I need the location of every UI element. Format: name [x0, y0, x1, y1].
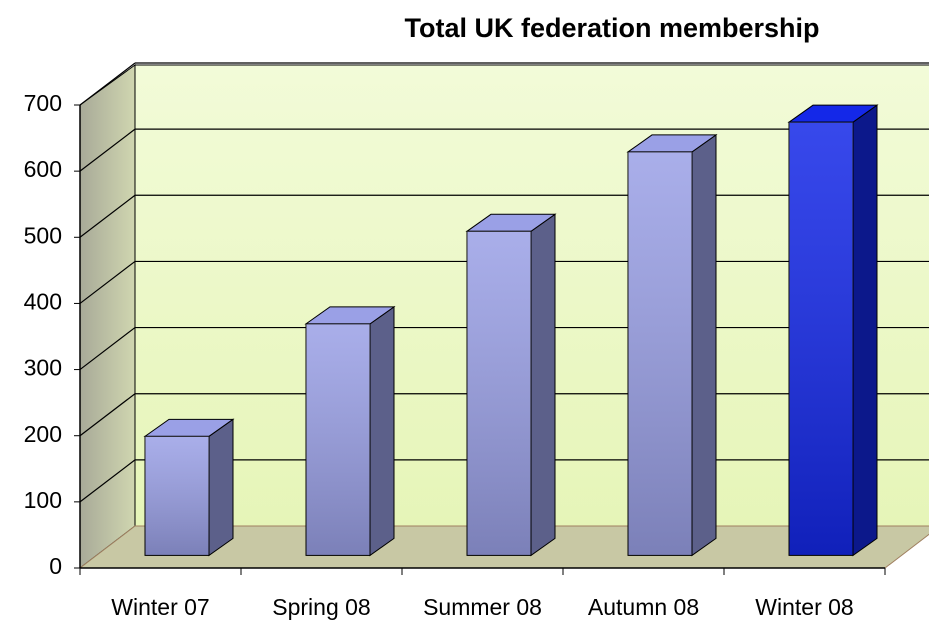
bar-shade — [306, 323, 370, 556]
x-tick-label: Winter 07 — [111, 594, 209, 620]
y-tick-label: 600 — [24, 156, 62, 182]
y-tick-label: 500 — [24, 222, 62, 248]
bar-side-shade — [531, 214, 555, 556]
chart-title: Total UK federation membership — [404, 13, 819, 43]
grid-line — [79, 260, 136, 304]
grid-line — [79, 393, 136, 437]
y-tick-label: 300 — [24, 355, 62, 381]
x-tick-label: Autumn 08 — [588, 594, 699, 620]
grid-line — [79, 459, 136, 503]
y-tick-label: 700 — [24, 90, 62, 116]
grid-line — [79, 327, 136, 371]
bar-shade — [628, 151, 692, 556]
x-tick-label: Summer 08 — [423, 594, 542, 620]
y-tick-label: 0 — [49, 553, 62, 579]
bar-side-shade — [370, 306, 394, 556]
bar-shade — [789, 122, 853, 556]
y-tick-label: 100 — [24, 487, 62, 513]
side-wall — [79, 64, 136, 570]
grid-line — [79, 62, 136, 106]
x-tick-label: Winter 08 — [755, 594, 853, 620]
bar-side-shade — [853, 105, 877, 556]
bar-side-shade — [692, 134, 716, 556]
bar-shade — [467, 231, 531, 556]
grid-line — [79, 128, 136, 172]
y-tick-label: 200 — [24, 421, 62, 447]
grid-line — [79, 194, 136, 238]
x-tick-label: Spring 08 — [272, 594, 370, 620]
bar-side-shade — [209, 419, 233, 556]
bar-shade — [145, 436, 209, 556]
y-tick-label: 400 — [24, 289, 62, 315]
